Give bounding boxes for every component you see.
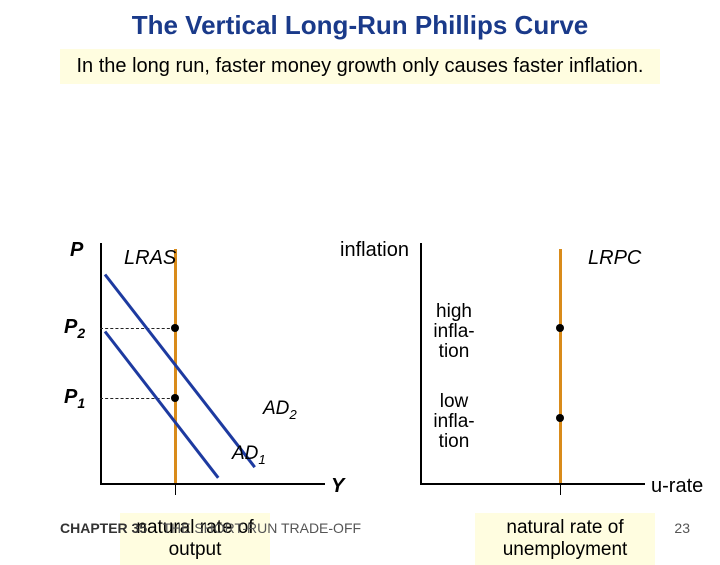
right-x-axis bbox=[420, 483, 645, 485]
left-x-axis bbox=[100, 483, 325, 485]
left-ad-label-0: AD2 bbox=[263, 398, 297, 422]
left-dash-0 bbox=[100, 328, 175, 329]
right-point-1 bbox=[556, 414, 564, 422]
left-x-axis-label: Y bbox=[331, 475, 344, 498]
subtitle: In the long run, faster money growth onl… bbox=[60, 49, 660, 84]
right-y-axis-label: inflation bbox=[340, 239, 409, 262]
left-dash-1 bbox=[100, 398, 175, 399]
page-title: The Vertical Long-Run Phillips Curve bbox=[0, 0, 720, 41]
chapter-footer: CHAPTER 35 THE SHORT-RUN TRADE-OFF bbox=[60, 520, 361, 536]
chapter-label: CHAPTER 35 bbox=[60, 520, 147, 536]
left-y-axis-label: P bbox=[70, 239, 83, 262]
right-y-axis bbox=[420, 243, 422, 483]
left-point-0 bbox=[171, 324, 179, 332]
right-ylabel-0: highinfla-tion bbox=[424, 302, 484, 362]
right-x-axis-label: u-rate bbox=[651, 475, 703, 498]
left-baseline-tick bbox=[175, 483, 176, 495]
page-number: 23 bbox=[674, 520, 690, 536]
right-vertical-line bbox=[559, 249, 562, 483]
right-baseline-tick bbox=[560, 483, 561, 495]
left-ad-line-1 bbox=[104, 331, 219, 479]
left-ylabel-1: P1 bbox=[64, 386, 85, 411]
left-y-axis bbox=[100, 243, 102, 483]
right-point-0 bbox=[556, 324, 564, 332]
left-ylabel-0: P2 bbox=[64, 316, 85, 341]
left-point-1 bbox=[171, 394, 179, 402]
right-vertical-line-label: LRPC bbox=[588, 247, 641, 270]
left-ad-line-0 bbox=[104, 274, 256, 469]
diagram: PYLRASP2P1AD2AD1natural rate of outputin… bbox=[0, 118, 720, 520]
chapter-title: THE SHORT-RUN TRADE-OFF bbox=[162, 520, 361, 536]
left-ad-label-1: AD1 bbox=[232, 443, 266, 467]
right-footer-box: natural rate of unemployment bbox=[475, 513, 655, 565]
right-ylabel-1: lowinfla-tion bbox=[424, 392, 484, 452]
left-vertical-line-label: LRAS bbox=[124, 247, 176, 270]
